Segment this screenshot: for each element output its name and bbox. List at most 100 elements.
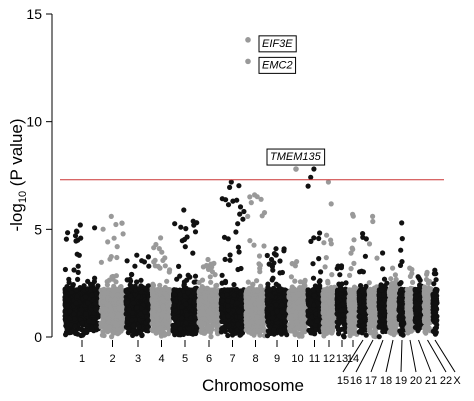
snp-point xyxy=(79,320,85,326)
snp-point xyxy=(248,200,254,206)
snp-point xyxy=(130,328,137,334)
snp-point xyxy=(105,239,111,245)
snp-point xyxy=(222,278,229,284)
snp-point xyxy=(257,262,263,268)
snp-point xyxy=(227,257,233,263)
snp-point xyxy=(81,283,87,289)
snp-point xyxy=(131,300,137,306)
snp-point xyxy=(254,314,261,320)
snp-point xyxy=(208,334,214,340)
snp-point xyxy=(128,271,135,278)
snp-point xyxy=(235,244,241,250)
snp-point xyxy=(159,249,165,255)
snp-point xyxy=(85,300,91,306)
peak-point xyxy=(134,252,140,258)
snp-point xyxy=(74,251,80,257)
snp-point xyxy=(124,277,130,283)
snp-point xyxy=(257,269,263,275)
snp-point xyxy=(63,332,69,338)
snp-point xyxy=(219,272,225,278)
snp-point xyxy=(273,302,279,308)
snp-point xyxy=(207,296,213,302)
snp-point xyxy=(114,287,120,293)
snp-point xyxy=(253,306,259,312)
snp-point xyxy=(183,226,189,232)
snp-point xyxy=(247,238,253,244)
snp-point xyxy=(145,254,151,260)
snp-point xyxy=(226,323,232,329)
snp-point xyxy=(207,274,213,280)
snp-point xyxy=(218,305,224,311)
snp-point xyxy=(204,285,210,291)
snp-point xyxy=(94,324,100,330)
snp-point xyxy=(107,324,113,330)
snp-point xyxy=(270,267,276,273)
snp-point xyxy=(175,320,181,326)
snp-point xyxy=(130,332,136,338)
snp-point xyxy=(73,287,79,293)
snp-point xyxy=(278,286,284,292)
snp-point xyxy=(162,255,168,261)
snp-point xyxy=(100,318,106,324)
snp-point xyxy=(235,221,241,227)
snp-point xyxy=(109,287,115,293)
snp-point xyxy=(108,312,114,318)
snp-point xyxy=(244,323,250,329)
snp-point xyxy=(115,311,121,317)
snp-point xyxy=(277,258,283,264)
snp-point xyxy=(224,287,230,293)
snp-point xyxy=(92,286,98,292)
snp-point xyxy=(249,330,255,336)
snp-point xyxy=(260,318,266,324)
snp-point xyxy=(279,302,285,308)
snp-point xyxy=(186,326,192,332)
snp-point xyxy=(78,306,85,313)
snp-point xyxy=(256,253,263,259)
snp-point xyxy=(137,330,143,336)
snp-point xyxy=(100,299,106,305)
snp-point xyxy=(225,332,231,339)
snp-point xyxy=(179,315,185,321)
snp-point xyxy=(63,318,69,324)
snp-point xyxy=(208,279,214,285)
snp-point xyxy=(75,269,81,275)
snp-point xyxy=(74,293,80,299)
snp-point xyxy=(114,254,120,261)
snp-point xyxy=(71,311,77,317)
snp-point xyxy=(64,303,70,309)
snp-point xyxy=(281,246,287,252)
snp-point xyxy=(193,328,199,334)
snp-point xyxy=(151,259,157,265)
snp-point xyxy=(160,298,166,304)
snp-point xyxy=(237,211,243,217)
snp-point xyxy=(265,320,271,326)
snp-point xyxy=(77,285,83,291)
snp-point xyxy=(118,298,124,305)
snp-point xyxy=(177,273,183,279)
snp-point xyxy=(113,221,119,228)
snp-point xyxy=(231,282,237,288)
snp-point xyxy=(202,316,208,322)
snp-point xyxy=(236,309,242,315)
snp-point xyxy=(89,326,95,332)
snp-point xyxy=(67,308,73,314)
snp-point xyxy=(164,278,170,284)
snp-point xyxy=(274,309,280,315)
snp-point xyxy=(74,229,80,235)
snp-point xyxy=(178,224,184,230)
snp-point xyxy=(65,230,71,236)
snp-point xyxy=(194,220,200,226)
snp-point xyxy=(225,303,231,309)
snp-point xyxy=(99,332,105,338)
snp-point xyxy=(259,213,265,219)
snp-point xyxy=(73,329,79,335)
snp-point xyxy=(158,330,164,336)
snp-point xyxy=(270,275,276,281)
snp-point xyxy=(205,308,211,314)
snp-point xyxy=(172,315,178,321)
snp-point xyxy=(80,332,86,338)
peak-point xyxy=(158,235,164,241)
snp-point xyxy=(83,328,89,334)
snp-point xyxy=(124,315,131,321)
peak-point xyxy=(181,207,187,213)
